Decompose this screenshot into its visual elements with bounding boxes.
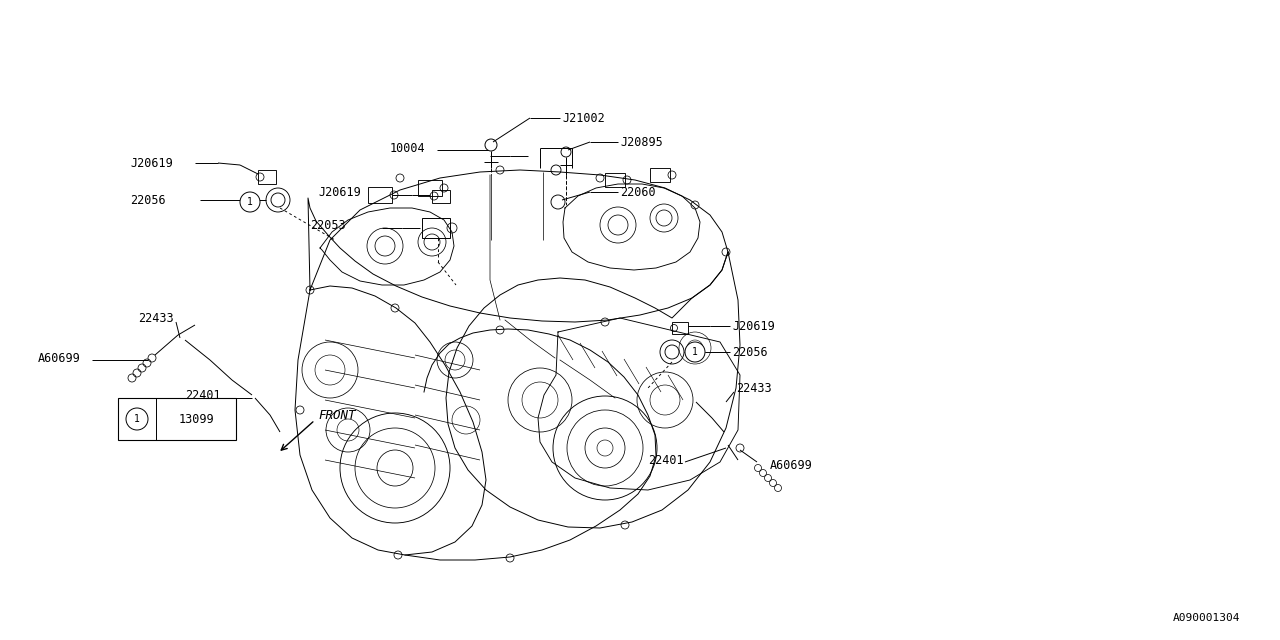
Bar [650, 168, 669, 182]
Text: A60699: A60699 [771, 458, 813, 472]
Text: 10004: 10004 [390, 141, 426, 154]
Text: J20619: J20619 [732, 319, 774, 333]
Circle shape [125, 408, 148, 430]
Text: 22433: 22433 [138, 312, 174, 324]
Text: 13099: 13099 [178, 413, 214, 426]
Text: J20619: J20619 [317, 186, 361, 198]
Circle shape [241, 192, 260, 212]
Text: 22401: 22401 [648, 454, 684, 467]
Text: 1: 1 [247, 197, 253, 207]
Bar [433, 190, 451, 203]
Bar [259, 170, 276, 184]
Circle shape [685, 342, 705, 362]
Text: 1: 1 [134, 414, 140, 424]
Text: 22053: 22053 [310, 218, 346, 232]
Text: A60699: A60699 [38, 351, 81, 365]
Text: 22056: 22056 [131, 193, 165, 207]
Bar [118, 398, 236, 440]
Circle shape [666, 345, 678, 359]
Bar [419, 180, 442, 196]
Text: 22060: 22060 [620, 186, 655, 198]
Text: A090001304: A090001304 [1172, 613, 1240, 623]
Text: J21002: J21002 [562, 111, 604, 125]
Text: 22433: 22433 [736, 381, 772, 394]
Text: FRONT: FRONT [317, 408, 356, 422]
Text: 22401: 22401 [186, 388, 220, 401]
Circle shape [271, 193, 285, 207]
Text: 22056: 22056 [732, 346, 768, 358]
Text: 1: 1 [692, 347, 698, 357]
Text: J20619: J20619 [131, 157, 173, 170]
Bar [422, 218, 451, 238]
Bar [605, 173, 625, 187]
Text: J20895: J20895 [620, 136, 663, 148]
Bar [369, 187, 392, 203]
Bar [672, 322, 689, 334]
